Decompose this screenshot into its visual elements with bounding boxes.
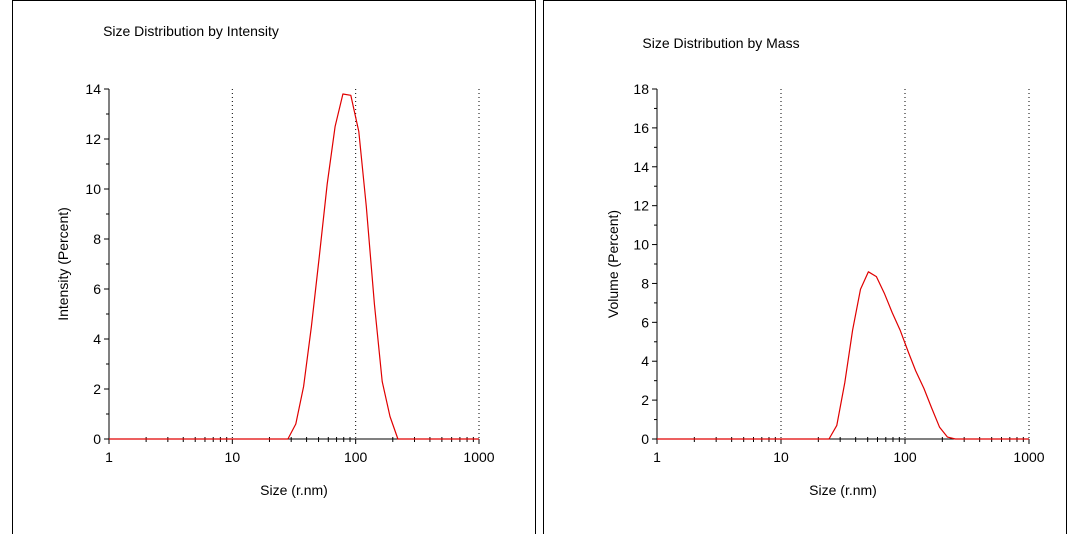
y-tick-label: 0 (93, 431, 101, 447)
y-tick-label: 0 (641, 431, 649, 447)
y-tick-label: 8 (641, 275, 649, 291)
x-tick-label: 10 (225, 449, 241, 465)
x-tick-label: 1000 (1013, 449, 1044, 465)
y-tick-label: 12 (85, 131, 101, 147)
series-line (109, 93, 479, 440)
mass-chart: Size Distribution by Mass Volume (Percen… (605, 35, 1045, 498)
x-axis-label: Size (r.nm) (260, 482, 328, 498)
y-tick-label: 2 (93, 381, 101, 397)
y-tick-label: 2 (641, 392, 649, 408)
plot-area: 0 2 4 6 8 10 12 14 16 18 1 10 100 1000 (633, 81, 1044, 465)
x-tick-label: 1000 (463, 449, 494, 465)
intensity-chart: Size Distribution by Intensity Intensity… (55, 23, 495, 498)
y-tick-label: 14 (633, 159, 649, 175)
y-tick-label: 6 (93, 281, 101, 297)
series-line (657, 271, 1029, 440)
y-tick-label: 12 (633, 198, 649, 214)
x-tick-label: 1 (105, 449, 113, 465)
y-tick-label: 8 (93, 231, 101, 247)
y-tick-label: 10 (633, 237, 649, 253)
y-tick-label: 18 (633, 81, 649, 97)
x-axis-label: Size (r.nm) (809, 482, 877, 498)
intensity-chart-panel: Size Distribution by Intensity Intensity… (12, 0, 536, 534)
y-tick-label: 16 (633, 120, 649, 136)
y-tick-label: 4 (641, 353, 649, 369)
x-tick-label: 1 (653, 449, 661, 465)
y-tick-label: 14 (85, 81, 101, 97)
y-tick-label: 4 (93, 331, 101, 347)
y-axis-label: Intensity (Percent) (55, 207, 71, 321)
y-tick-label: 10 (85, 181, 101, 197)
x-tick-label: 100 (893, 449, 917, 465)
y-tick-label: 6 (641, 314, 649, 330)
chart-title: Size Distribution by Mass (642, 35, 799, 51)
chart-title: Size Distribution by Intensity (103, 23, 279, 39)
plot-area: 0 2 4 6 8 10 12 14 1 10 100 1000 (85, 81, 494, 465)
mass-chart-panel: Size Distribution by Mass Volume (Percen… (543, 0, 1067, 534)
y-axis-label: Volume (Percent) (605, 210, 621, 318)
x-tick-label: 100 (344, 449, 368, 465)
x-tick-label: 10 (773, 449, 789, 465)
